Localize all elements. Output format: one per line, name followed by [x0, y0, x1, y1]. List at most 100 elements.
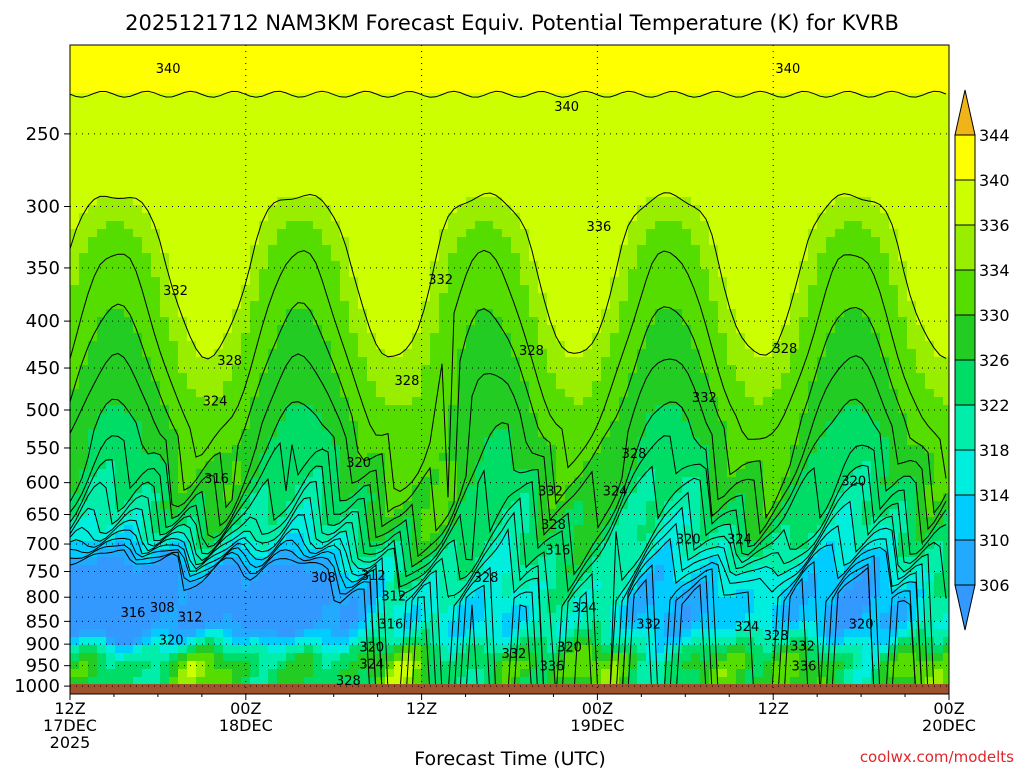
field-cell — [538, 581, 548, 590]
field-cell — [484, 621, 494, 630]
field-cell — [340, 45, 350, 54]
field-cell — [331, 389, 341, 398]
field-cell — [313, 213, 323, 222]
field-cell — [340, 509, 350, 518]
field-cell — [448, 365, 458, 374]
field-cell — [466, 341, 476, 350]
field-cell — [187, 413, 197, 422]
field-cell — [538, 613, 548, 622]
field-cell — [439, 589, 449, 598]
field-cell — [115, 357, 125, 366]
field-cell — [421, 61, 431, 70]
field-cell — [259, 581, 269, 590]
field-cell — [547, 597, 557, 606]
field-cell — [160, 245, 170, 254]
field-cell — [223, 141, 233, 150]
field-cell — [169, 141, 179, 150]
field-cell — [421, 301, 431, 310]
field-cell — [529, 573, 539, 582]
field-cell — [313, 117, 323, 126]
field-cell — [547, 277, 557, 286]
field-cell — [214, 397, 224, 406]
field-cell — [277, 605, 287, 614]
field-cell — [160, 565, 170, 574]
field-cell — [475, 597, 485, 606]
field-cell — [376, 405, 386, 414]
field-cell — [106, 181, 116, 190]
field-cell — [385, 421, 395, 430]
field-cell — [430, 117, 440, 126]
field-cell — [124, 301, 134, 310]
field-cell — [484, 613, 494, 622]
field-cell — [322, 573, 332, 582]
field-cell — [223, 245, 233, 254]
field-cell — [250, 381, 260, 390]
field-cell — [394, 621, 404, 630]
field-cell — [565, 613, 575, 622]
field-cell — [484, 53, 494, 62]
field-cell — [421, 45, 431, 54]
field-cell — [205, 69, 215, 78]
field-cell — [520, 677, 530, 685]
field-cell — [214, 149, 224, 158]
field-cell — [106, 621, 116, 630]
field-cell — [295, 213, 305, 222]
field-cell — [70, 533, 80, 542]
field-cell — [169, 133, 179, 142]
field-cell — [547, 189, 557, 198]
field-cell — [313, 437, 323, 446]
field-cell — [286, 405, 296, 414]
field-cell — [196, 245, 206, 254]
field-cell — [313, 277, 323, 286]
field-cell — [322, 173, 332, 182]
field-cell — [178, 573, 188, 582]
field-cell — [403, 93, 413, 102]
field-cell — [565, 653, 575, 662]
field-cell — [151, 429, 161, 438]
field-cell — [259, 389, 269, 398]
field-cell — [529, 165, 539, 174]
field-cell — [241, 45, 251, 54]
field-cell — [448, 381, 458, 390]
field-cell — [115, 245, 125, 254]
field-cell — [538, 229, 548, 238]
field-cell — [286, 613, 296, 622]
field-cell — [457, 557, 467, 566]
field-cell — [322, 205, 332, 214]
field-cell — [115, 261, 125, 270]
field-cell — [79, 141, 89, 150]
field-cell — [511, 509, 521, 518]
field-cell — [322, 261, 332, 270]
field-cell — [259, 237, 269, 246]
field-cell — [205, 141, 215, 150]
field-cell — [547, 157, 557, 166]
field-cell — [421, 317, 431, 326]
field-cell — [430, 309, 440, 318]
field-cell — [457, 101, 467, 110]
field-cell — [160, 45, 170, 54]
field-cell — [358, 61, 368, 70]
field-cell — [124, 373, 134, 382]
field-cell — [583, 485, 593, 494]
field-cell — [538, 197, 548, 206]
field-cell — [493, 397, 503, 406]
field-cell — [196, 589, 206, 598]
field-cell — [403, 253, 413, 262]
field-cell — [529, 469, 539, 478]
field-cell — [610, 189, 620, 198]
field-cell — [520, 405, 530, 414]
field-cell — [214, 421, 224, 430]
field-cell — [547, 493, 557, 502]
field-cell — [565, 349, 575, 358]
field-cell — [286, 277, 296, 286]
field-cell — [79, 565, 89, 574]
field-cell — [169, 213, 179, 222]
field-cell — [448, 173, 458, 182]
field-cell — [439, 317, 449, 326]
field-cell — [385, 341, 395, 350]
field-cell — [97, 421, 107, 430]
field-cell — [304, 517, 314, 526]
field-cell — [556, 589, 566, 598]
field-cell — [304, 157, 314, 166]
field-cell — [520, 117, 530, 126]
